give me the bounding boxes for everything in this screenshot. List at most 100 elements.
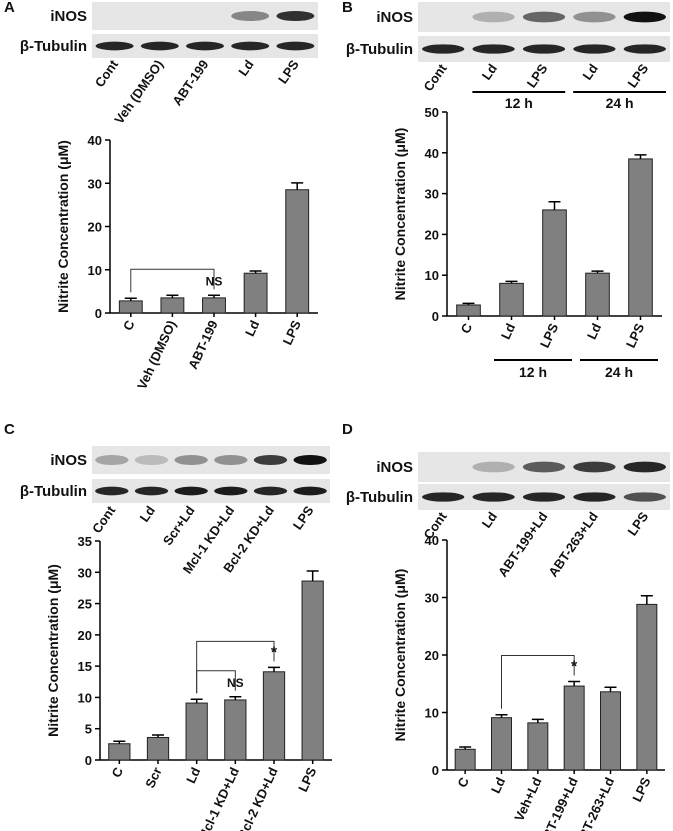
y-tick-label: 0 — [432, 763, 439, 778]
error-bar — [166, 294, 179, 298]
blot-band — [134, 486, 169, 496]
bar — [118, 300, 143, 314]
blot-row-label: β-Tubulin — [346, 489, 413, 506]
x-tick-label: C — [108, 764, 126, 779]
blot-row-label: β-Tubulin — [20, 38, 87, 55]
x-tick-label: ABT-199 — [185, 318, 221, 371]
blot-band — [214, 454, 248, 466]
bar — [563, 685, 585, 771]
lane-label: Cont — [89, 503, 119, 536]
panel-letter: D — [342, 421, 353, 438]
group-label: 24 h — [605, 364, 633, 380]
blot-band — [253, 454, 288, 466]
significance-bracket — [196, 670, 236, 694]
bar — [454, 748, 476, 771]
y-tick-label: 10 — [88, 263, 102, 278]
blot-band — [422, 44, 465, 54]
x-tick-label: LPS — [295, 765, 319, 795]
error-bar — [495, 714, 508, 718]
y-axis-label: Nitrite Concentration (μM) — [55, 140, 71, 313]
blot-band — [231, 41, 270, 51]
x-tick-label: C — [458, 320, 476, 335]
blot-row-label: iNOS — [50, 8, 87, 25]
blot-band — [293, 486, 327, 496]
y-tick-label: 30 — [425, 187, 439, 202]
lane-label: Ld — [579, 61, 600, 83]
blot-band — [573, 492, 616, 502]
bar — [108, 743, 131, 761]
y-tick-label: 25 — [78, 597, 92, 612]
error-bar — [113, 740, 126, 744]
lane-label: Ld — [137, 503, 158, 525]
blot-band — [186, 41, 224, 51]
x-tick-label: Ld — [242, 318, 262, 339]
blot-band — [174, 454, 208, 466]
error-bar — [291, 182, 304, 190]
lane-label: Ld — [479, 61, 500, 83]
blot-band — [95, 454, 129, 466]
bar — [491, 717, 512, 771]
error-bar — [306, 570, 319, 582]
y-tick-label: 10 — [425, 268, 439, 283]
blot-band — [293, 454, 327, 466]
lane-label: LPS — [290, 503, 317, 533]
group-label: 12 h — [505, 95, 533, 111]
blot-row-label: iNOS — [376, 9, 413, 26]
error-bar — [208, 294, 220, 298]
bar — [301, 580, 324, 761]
lane-label: ABT-263+Ld — [545, 509, 601, 579]
blot — [92, 479, 330, 503]
group-label: 24 h — [606, 95, 634, 111]
lane-label: Scr+Ld — [160, 503, 198, 548]
blot-band — [134, 454, 169, 466]
blot-band — [472, 11, 515, 23]
bar — [542, 209, 567, 317]
blot-band — [522, 461, 566, 473]
y-tick-label: 30 — [88, 176, 102, 191]
error-bar — [548, 201, 561, 210]
lane-label: Cont — [420, 61, 450, 94]
bar — [499, 282, 524, 317]
error-bar — [568, 680, 581, 687]
blot-band — [422, 492, 465, 502]
x-tick-label: Scr — [142, 765, 164, 790]
blot-band — [623, 44, 666, 54]
error-bar — [268, 666, 280, 672]
bar — [160, 297, 185, 314]
error-bar — [152, 734, 164, 738]
blot-band — [174, 486, 208, 496]
blot-band — [276, 10, 315, 22]
x-tick-label: Mcl-1 KD+Ld — [195, 765, 242, 831]
panel-letter: C — [4, 421, 15, 438]
blot-band — [573, 44, 616, 54]
y-tick-label: 35 — [78, 534, 92, 549]
blot-band — [623, 11, 666, 23]
y-tick-label: 30 — [78, 565, 92, 580]
x-tick-label: Veh+Ld — [511, 775, 544, 824]
panel-letter: A — [4, 0, 15, 16]
error-bar — [459, 746, 472, 750]
x-tick-label: Bcl-2 KD+Ld — [234, 765, 280, 831]
blot-band — [214, 486, 248, 496]
bar — [628, 158, 653, 317]
x-tick-label: C — [120, 317, 138, 332]
blot-band — [522, 44, 566, 54]
bar — [600, 691, 621, 771]
lane-label: ABT-199 — [169, 57, 211, 108]
bar — [202, 297, 226, 314]
bar — [527, 722, 549, 771]
blot-band — [472, 44, 515, 54]
error-bar — [640, 595, 653, 605]
y-axis-label: Nitrite Concentration (μM) — [392, 569, 408, 742]
bar — [285, 189, 310, 314]
error-bar — [190, 698, 203, 704]
error-bar — [591, 270, 604, 274]
x-tick-label: LPS — [623, 321, 647, 351]
significance-bracket — [501, 654, 575, 709]
error-bar — [249, 270, 262, 274]
blot-band — [140, 41, 179, 51]
blot-row-label: iNOS — [376, 459, 413, 476]
blot-row-label: β-Tubulin — [20, 483, 87, 500]
significance-label: * — [271, 644, 278, 661]
